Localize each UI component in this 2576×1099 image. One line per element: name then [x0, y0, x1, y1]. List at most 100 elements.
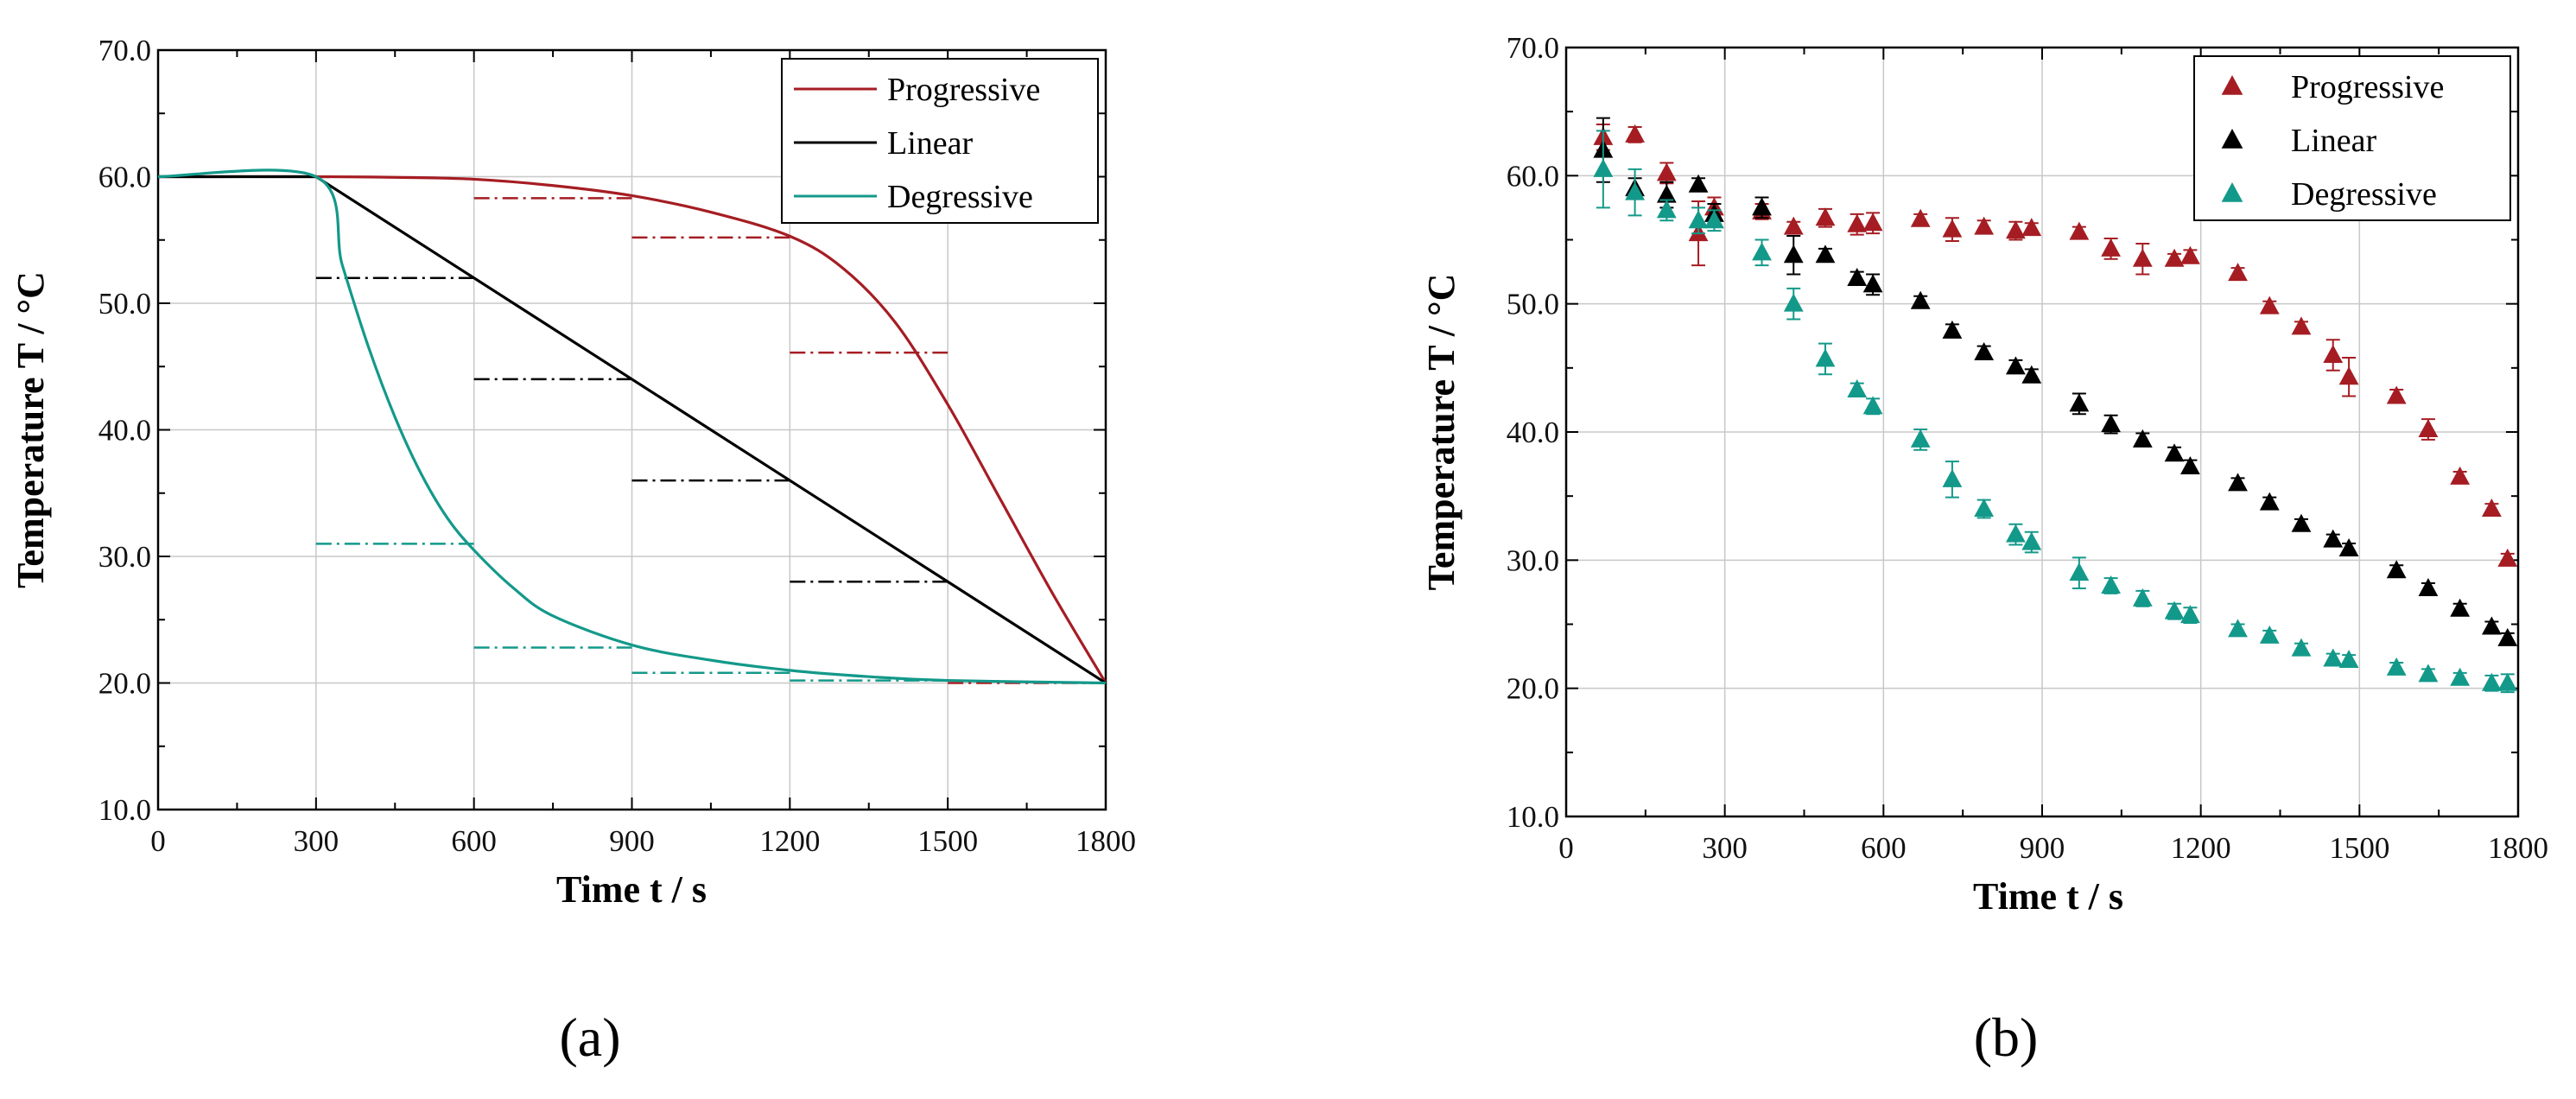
y-tick-label: 70.0: [1507, 31, 1559, 65]
series-degressive: [1593, 130, 2518, 694]
chart-a: 0 300 600 900 1200 1500 1800 10.0 20.0 30.0 40.0 50…: [10, 34, 1136, 1068]
data-point: [1783, 293, 1804, 312]
data-point: [1910, 429, 1931, 448]
data-point: [2005, 356, 2026, 375]
data-point: [2291, 316, 2312, 335]
legend-marker-progressive: [2221, 75, 2243, 95]
y-tick-label: 40.0: [98, 414, 151, 448]
data-point: [2497, 548, 2518, 567]
data-point: [2291, 513, 2312, 532]
data-point: [1752, 197, 1772, 216]
y-axis-title: Temperature T / °C: [1420, 274, 1462, 591]
data-point: [2450, 466, 2471, 485]
data-point: [2386, 657, 2407, 676]
data-point: [1783, 216, 1804, 235]
legend-marker-degressive: [2221, 182, 2243, 202]
data-point: [1974, 216, 1995, 235]
x-tick-label: 300: [294, 824, 339, 858]
y-tick-label: 60.0: [98, 161, 151, 194]
data-point: [1593, 158, 1614, 177]
data-point: [1815, 207, 1836, 226]
legend-label-progressive: Progressive: [887, 72, 1040, 108]
data-point: [1910, 208, 1931, 227]
x-tick-label: 1800: [2488, 831, 2548, 865]
plot-frame: [1564, 46, 2520, 818]
data-point: [2323, 648, 2344, 667]
data-point: [2021, 365, 2042, 384]
data-point: [1942, 219, 1963, 238]
data-point: [1910, 290, 1931, 309]
data-point: [1847, 213, 1868, 232]
data-point: [2164, 248, 2185, 267]
data-point: [2450, 667, 2471, 686]
data-point: [2132, 248, 2153, 267]
data-point: [2418, 419, 2439, 438]
series-line-linear: [158, 175, 1107, 684]
series-progressive: [1593, 124, 2518, 567]
data-point: [2497, 672, 2518, 691]
legend-label-degressive: Degressive: [887, 179, 1033, 215]
data-point: [2069, 221, 2090, 240]
data-point: [1974, 499, 1995, 517]
data-point: [1656, 184, 1677, 203]
series-line-progressive: [157, 175, 1107, 684]
legend-label-linear: Linear: [887, 125, 974, 162]
x-tick-label: 0: [150, 824, 166, 858]
plot-frame: [156, 48, 1107, 811]
data-point: [2164, 443, 2185, 462]
y-tick-label: 50.0: [1507, 288, 1559, 321]
data-point: [2005, 220, 2026, 239]
data-point: [1656, 162, 1677, 181]
x-tick-label: 600: [1861, 831, 1907, 865]
data-point: [1704, 210, 1724, 229]
data-point: [2021, 218, 2042, 237]
x-tick-label: 300: [1702, 831, 1748, 865]
data-point: [2101, 414, 2121, 433]
series-line-degressive: [157, 168, 1107, 685]
y-tick-label: 50.0: [98, 287, 151, 321]
x-tick-label: 1500: [2329, 831, 2389, 865]
data-point: [1815, 245, 1836, 264]
data-point: [2338, 650, 2359, 669]
y-tick-label: 10.0: [1507, 800, 1559, 834]
data-point: [2418, 577, 2439, 596]
legend-marker-linear: [2221, 129, 2243, 149]
y-tick-label: 40.0: [1507, 416, 1559, 449]
data-point: [1625, 181, 1645, 200]
legend-label-progressive: Progressive: [2291, 69, 2444, 105]
data-point: [1847, 268, 1868, 286]
data-point: [2180, 245, 2200, 264]
data-point: [2338, 366, 2359, 385]
data-point: [2132, 588, 2153, 607]
x-tick-label: 0: [1558, 831, 1574, 865]
data-point: [1783, 245, 1804, 264]
data-point: [2180, 456, 2200, 475]
data-point: [2180, 605, 2200, 624]
x-tick-label: 600: [451, 824, 497, 858]
data-point: [2228, 619, 2248, 638]
x-tick-label: 1500: [917, 824, 978, 858]
y-tick-label: 20.0: [98, 667, 151, 701]
data-point: [1625, 124, 1645, 143]
x-axis-title: Time t / s: [1973, 875, 2123, 918]
data-point: [2259, 492, 2280, 511]
data-point: [2069, 393, 2090, 412]
legend-box: [2193, 55, 2511, 221]
data-point: [1862, 274, 1883, 293]
data-point: [1942, 320, 1963, 339]
legend-label-linear: Linear: [2291, 123, 2377, 159]
data-point: [1974, 342, 1995, 361]
data-point: [2132, 429, 2153, 448]
data-point: [2481, 672, 2502, 691]
data-point: [2291, 638, 2312, 657]
chart-b: 0 300 600 900 1200 1500 1800 10.0 20.0 30.0 40.0 50…: [1420, 31, 2548, 1068]
y-tick-label: 30.0: [1507, 543, 1559, 577]
data-point: [1752, 242, 1772, 261]
data-point: [2021, 531, 2042, 550]
data-point: [1815, 348, 1836, 367]
x-tick-label: 900: [2020, 831, 2065, 865]
data-point: [2164, 600, 2185, 619]
data-point: [1656, 200, 1677, 219]
data-point: [1862, 213, 1883, 232]
